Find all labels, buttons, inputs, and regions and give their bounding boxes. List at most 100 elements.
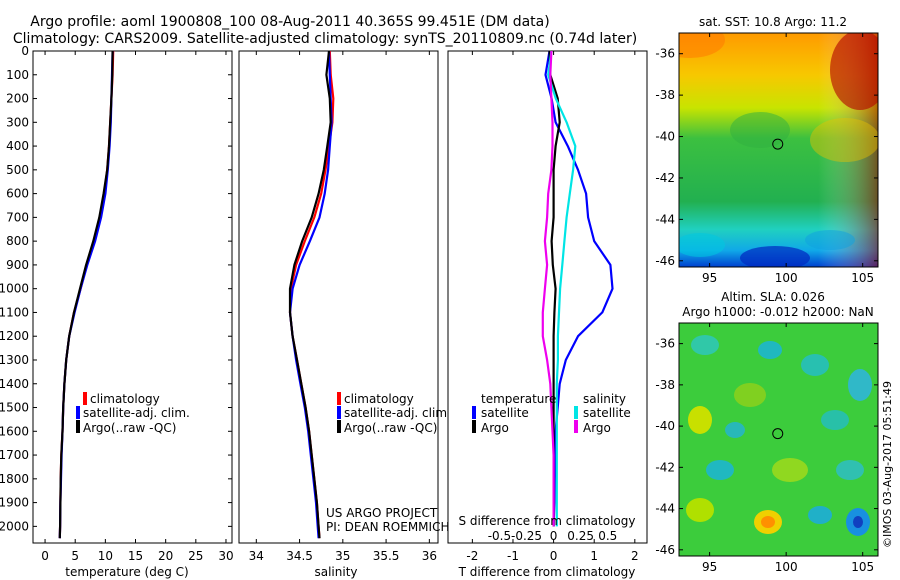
legend-climatology-label: climatology bbox=[344, 392, 414, 406]
depth-tick-label: 600 bbox=[6, 187, 29, 201]
project-label: US ARGO PROJECT bbox=[326, 506, 438, 520]
sla-blob bbox=[688, 406, 712, 434]
imos-stamp: ©IMOS 03-Aug-2017 05:51:49 bbox=[881, 381, 894, 548]
legend-satellite-swatch bbox=[337, 406, 341, 419]
sla-blob bbox=[821, 410, 849, 430]
legend-satellite-label: satellite-adj. clim. bbox=[83, 406, 190, 420]
legend-satellite-label: satellite-adj. clim. bbox=[344, 406, 451, 420]
depth-tick-label: 700 bbox=[6, 210, 29, 224]
sst-map-image bbox=[679, 33, 878, 267]
temperature-x-tick-label: 5 bbox=[71, 549, 79, 563]
pi-label: PI: DEAN ROEMMICH bbox=[326, 520, 449, 534]
t-difference-x-tick-label: 0 bbox=[550, 549, 558, 563]
lat-tick-label: -38 bbox=[655, 88, 675, 102]
depth-tick-label: 1500 bbox=[0, 401, 29, 415]
lon-tick-label: 100 bbox=[775, 271, 798, 285]
lat-tick-label: -40 bbox=[655, 130, 675, 144]
legend-s-argo-label: Argo bbox=[583, 421, 611, 435]
s-difference-tick-label: -0.5 bbox=[488, 529, 511, 543]
legend-argo-label: Argo(..raw -QC) bbox=[344, 421, 437, 435]
salinity-plot-frame bbox=[238, 50, 439, 544]
difference-legend: temperature salinity satellite Argo sate… bbox=[472, 392, 631, 435]
sst-blob bbox=[810, 118, 878, 162]
legend-satellite-swatch bbox=[76, 406, 80, 419]
series-line-argo-raw-qc bbox=[58, 50, 114, 539]
sla-map-title: Altim. SLA: 0.026 bbox=[721, 290, 825, 304]
series-line-argo-raw-qc bbox=[288, 50, 332, 539]
temperature-x-label: temperature (deg C) bbox=[65, 565, 188, 579]
depth-tick-label: 800 bbox=[6, 234, 29, 248]
depth-tick-label: 100 bbox=[6, 68, 29, 82]
depth-tick-label: 1600 bbox=[0, 424, 29, 438]
difference-plot-frame bbox=[447, 50, 648, 544]
legend-s-satellite-swatch bbox=[574, 406, 578, 419]
sla-blob bbox=[772, 458, 808, 482]
sla-map-frame bbox=[678, 322, 879, 557]
sla-map-subtitle: Argo h1000: -0.012 h2000: NaN bbox=[682, 305, 874, 319]
lat-tick-label: -44 bbox=[655, 502, 675, 516]
temperature-panel: 0 5 10 15 20 25 30 010020030040050060070080090… bbox=[0, 44, 647, 579]
depth-tick-label: 1400 bbox=[0, 377, 29, 391]
sst-blob bbox=[679, 33, 725, 58]
lon-tick-label: 95 bbox=[702, 560, 717, 574]
depth-tick-label: 0 bbox=[21, 44, 29, 58]
t-difference-x-tick-label: -2 bbox=[466, 549, 478, 563]
depth-tick-label: 1700 bbox=[0, 448, 29, 462]
salinity-x-tick-label: 34.5 bbox=[286, 549, 313, 563]
temperature-plot-area: 0 5 10 15 20 25 30 bbox=[41, 50, 234, 563]
lat-tick-label: -44 bbox=[655, 212, 675, 226]
temperature-x-tick-label: 25 bbox=[188, 549, 203, 563]
legend-s-argo-swatch bbox=[574, 420, 578, 433]
sst-map-title: sat. SST: 10.8 Argo: 11.2 bbox=[699, 15, 847, 29]
sst-blob bbox=[830, 33, 878, 110]
sst-map-axes: -36 -38 -40 -42 -44 -46 95 100 105 bbox=[655, 33, 878, 285]
legend-t-argo-label: Argo bbox=[481, 421, 509, 435]
depth-tick-label: 1900 bbox=[0, 496, 29, 510]
s-difference-label: S difference from climatology bbox=[459, 514, 636, 528]
sla-map-image bbox=[679, 323, 878, 556]
legend-temperature-title: temperature bbox=[481, 392, 556, 406]
sst-blob bbox=[730, 112, 790, 148]
depth-tick-label: 400 bbox=[6, 139, 29, 153]
temperature-x-tick-label: 15 bbox=[128, 549, 143, 563]
sla-blob bbox=[706, 460, 734, 480]
argo-position-marker bbox=[772, 428, 784, 440]
lat-tick-label: -36 bbox=[655, 47, 675, 61]
temperature-plot-frame bbox=[32, 50, 233, 544]
series-line-satellite-salinity bbox=[547, 50, 577, 527]
depth-tick-label: 1300 bbox=[0, 353, 29, 367]
sla-blob bbox=[725, 422, 745, 438]
lon-tick-label: 100 bbox=[775, 560, 798, 574]
lat-tick-label: -42 bbox=[655, 171, 675, 185]
sla-map-axes: -36 -38 -40 -42 -44 -46 95 100 105 bbox=[655, 323, 878, 574]
sla-blob bbox=[853, 516, 863, 528]
depth-tick-label: 900 bbox=[6, 258, 29, 272]
sst-blob bbox=[740, 246, 810, 267]
salinity-x-tick-label: 35 bbox=[335, 549, 350, 563]
legend-climatology-label: climatology bbox=[90, 392, 160, 406]
t-difference-x-tick-label: 2 bbox=[631, 549, 639, 563]
sla-blob bbox=[686, 498, 714, 522]
difference-panel: -2 -1 0 1 2 T difference from climatology S … bbox=[447, 50, 648, 579]
temperature-x-tick-label: 10 bbox=[98, 549, 113, 563]
series-line-argo-salinity bbox=[541, 50, 555, 527]
depth-tick-label: 1100 bbox=[0, 305, 29, 319]
legend-t-satellite-swatch bbox=[472, 406, 476, 419]
sla-blob bbox=[848, 369, 872, 401]
legend-climatology-swatch bbox=[337, 392, 341, 405]
difference-plot-area: -2 -1 0 1 2 bbox=[466, 50, 639, 563]
depth-tick-label: 200 bbox=[6, 92, 29, 106]
temperature-x-tick-label: 30 bbox=[218, 549, 233, 563]
lat-tick-label: -38 bbox=[655, 378, 675, 392]
depth-tick-label: 1800 bbox=[0, 472, 29, 486]
legend-argo-swatch bbox=[76, 420, 80, 433]
sla-blob bbox=[758, 341, 782, 359]
lon-tick-label: 105 bbox=[851, 560, 874, 574]
sst-blob bbox=[805, 230, 855, 250]
s-difference-tick-label: 0.5 bbox=[598, 529, 617, 543]
temperature-legend: climatology satellite-adj. clim. Argo(..… bbox=[76, 392, 190, 435]
salinity-x-tick-label: 34 bbox=[249, 549, 264, 563]
sla-blob bbox=[836, 460, 864, 480]
legend-t-argo-swatch bbox=[472, 420, 476, 433]
salinity-panel: 34 34.5 35 35.5 36 salinity climatology sate… bbox=[238, 50, 451, 579]
